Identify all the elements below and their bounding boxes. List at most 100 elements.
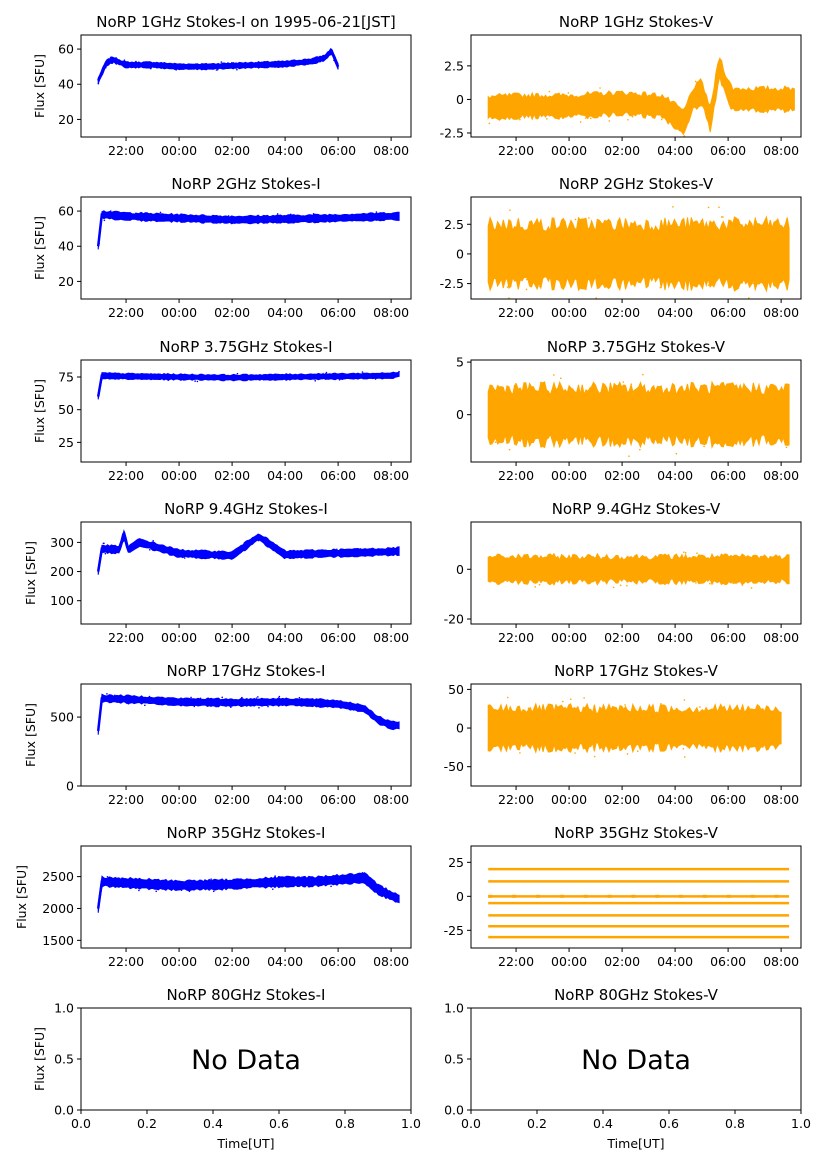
data-point (175, 548, 178, 550)
data-point (525, 288, 528, 291)
data-point (342, 703, 345, 706)
data-point (210, 218, 212, 220)
data-point (668, 391, 670, 394)
data-point (344, 377, 347, 380)
axes-frame (470, 359, 802, 463)
data-point (766, 716, 769, 719)
data-point (696, 552, 698, 554)
data-point (349, 880, 352, 883)
data-point (271, 61, 274, 64)
x-tick-label: 08:00 (373, 143, 409, 158)
data-point (728, 286, 730, 289)
data-point (644, 737, 647, 740)
data-point (699, 706, 701, 708)
data-point (99, 385, 101, 388)
data-point (118, 59, 121, 62)
data-point (199, 699, 202, 702)
data-point (128, 547, 131, 550)
data-point (619, 584, 622, 587)
data-point (512, 894, 517, 898)
data-point (317, 372, 320, 375)
data-point (519, 118, 521, 121)
data-point (123, 885, 126, 888)
y-tick-label: 40 (58, 239, 74, 254)
axes-frame (80, 683, 412, 787)
x-tick-label: 0.0 (71, 1116, 91, 1131)
data-point (694, 80, 697, 83)
data-point (741, 584, 744, 586)
data-point (255, 880, 257, 882)
data-point (179, 219, 182, 221)
panel-35GHz-I: 1500 2000 2500 22:00 00:00 02:00 04:00 06:00 08:… (14, 824, 412, 969)
data-point (527, 392, 529, 394)
panel-title: NoRP 1GHz Stokes-V (559, 13, 714, 31)
data-point (359, 548, 362, 550)
series-35GHz-V (488, 867, 790, 939)
panel-80GHz-V: 0.0 0.5 1.0 0.0 0.2 0.4 0.6 0.8 1.0 NoRP 80GHz St… (444, 986, 811, 1151)
data-point (630, 383, 633, 386)
data-point (265, 378, 268, 380)
data-point (298, 696, 301, 699)
series-35GHz-I (96, 872, 400, 913)
data-point (175, 889, 178, 891)
x-tick-label: 02:00 (604, 143, 640, 158)
data-point (117, 373, 120, 375)
data-point (398, 370, 400, 373)
data-point (302, 877, 305, 880)
series-9.4GHz-V (487, 551, 790, 589)
x-tick-label: 08:00 (373, 954, 409, 969)
data-point (287, 60, 290, 63)
data-point (608, 403, 610, 405)
data-point (135, 65, 137, 68)
data-point (127, 61, 129, 63)
data-point (698, 258, 700, 260)
data-point (103, 219, 106, 222)
y-tick-label: 300 (50, 535, 74, 550)
x-tick-label: 02:00 (214, 792, 250, 807)
y-tick-label: 2500 (42, 869, 74, 884)
data-point (201, 886, 203, 888)
data-point (244, 217, 247, 220)
y-tick-label: 0 (66, 779, 74, 794)
data-point (546, 118, 548, 120)
data-point (170, 373, 172, 376)
data-point (395, 724, 397, 727)
y-tick-label: -20 (444, 612, 464, 627)
x-tick-label: 08:00 (763, 630, 799, 645)
y-tick-label: 20 (58, 112, 74, 127)
x-tick-label: 04:00 (267, 954, 303, 969)
data-point (215, 705, 217, 708)
data-point (626, 753, 629, 755)
data-point (631, 894, 636, 898)
data-line (488, 65, 795, 125)
data-point (658, 564, 661, 566)
y-tick-label: 0.0 (444, 1103, 464, 1118)
data-point (706, 580, 709, 582)
data-point (538, 285, 541, 288)
data-point (732, 582, 734, 585)
x-tick-label: 06:00 (710, 792, 746, 807)
x-tick-label: 02:00 (214, 305, 250, 320)
panel-title: NoRP 17GHz Stokes-V (554, 662, 719, 680)
data-point (508, 297, 510, 299)
data-point (604, 728, 607, 730)
data-point (147, 884, 150, 887)
x-tick-label: 06:00 (320, 468, 356, 483)
axes-frame (470, 845, 802, 949)
x-tick-label: 22:00 (108, 630, 144, 645)
data-point (581, 413, 583, 415)
data-point (264, 879, 266, 882)
data-point (279, 219, 282, 221)
data-point (204, 883, 206, 886)
data-line (97, 48, 340, 82)
axes-frame (470, 34, 802, 138)
x-tick-label: 06:00 (710, 630, 746, 645)
data-point (668, 564, 670, 566)
x-tick-label: 22:00 (108, 143, 144, 158)
panel-9.4GHz-I: 100 200 300 22:00 00:00 02:00 04:00 06:00 08:00 N… (23, 500, 412, 645)
data-point (216, 68, 219, 71)
data-point (167, 379, 170, 381)
data-point (718, 206, 720, 209)
data-line (96, 529, 400, 572)
x-tick-label: 06:00 (320, 954, 356, 969)
